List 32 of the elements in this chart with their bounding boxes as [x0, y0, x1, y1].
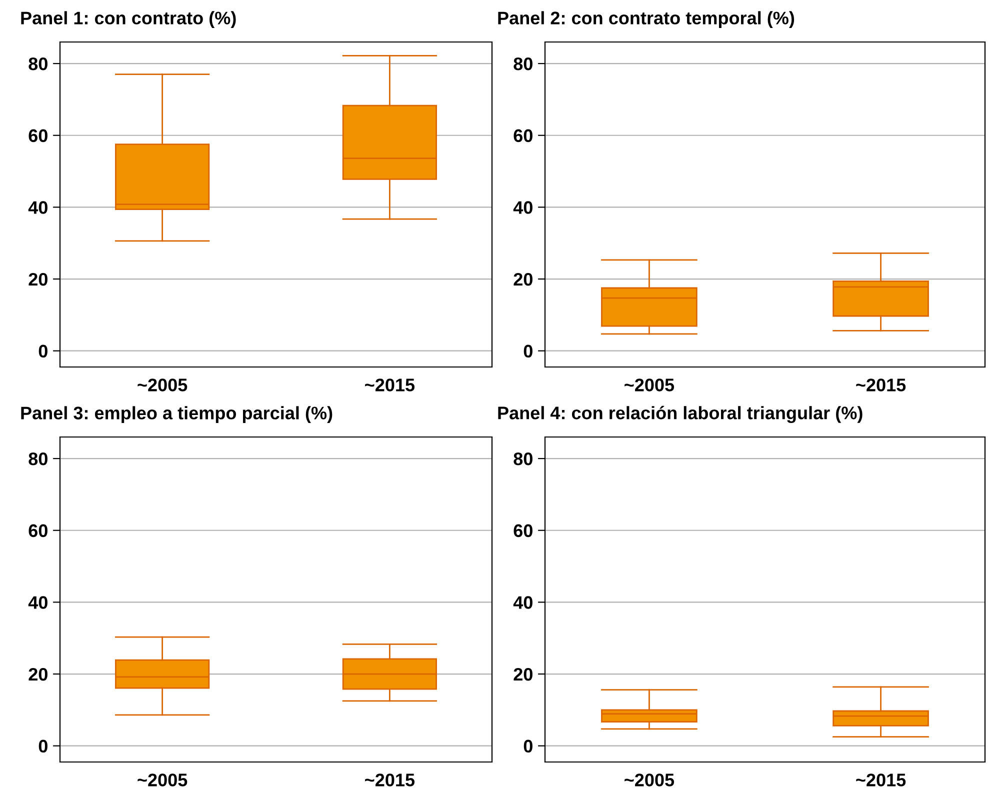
y-tick-label: 40 — [513, 201, 532, 214]
chart-title: Panel 3: empleo a tiempo parcial (%) — [21, 406, 332, 423]
y-tick-label: 80 — [514, 57, 532, 70]
x-tick-label: ~2005 — [624, 378, 674, 392]
y-tick-label: 80 — [28, 452, 48, 466]
y-tick-label: 20 — [28, 272, 48, 286]
y-tick-label: 0 — [524, 344, 532, 358]
y-tick-label: 60 — [514, 524, 532, 538]
y-tick-label: 60 — [28, 524, 48, 538]
x-tick-label: ~2015 — [856, 774, 906, 786]
y-tick-label: 40 — [513, 596, 532, 609]
y-tick-label: 60 — [28, 129, 48, 142]
x-tick-label: ~2015 — [365, 774, 415, 786]
x-tick-label: ~2015 — [856, 378, 906, 392]
y-tick-label: 40 — [28, 596, 48, 609]
y-tick-label: 20 — [28, 668, 48, 681]
chart-title: Panel 2: con contrato temporal (%) — [498, 11, 794, 28]
x-tick-label: ~2005 — [138, 774, 188, 786]
y-tick-label: 0 — [38, 740, 48, 753]
y-tick-label: 60 — [514, 129, 532, 142]
x-tick-label: ~2005 — [138, 378, 188, 392]
chart-title: Panel 1: con contrato (%) — [21, 11, 236, 28]
y-tick-label: 80 — [514, 452, 532, 466]
y-tick-label: 40 — [28, 201, 48, 214]
x-tick-label: ~2015 — [365, 378, 415, 392]
y-tick-label: 20 — [514, 668, 532, 681]
y-tick-label: 80 — [28, 57, 48, 70]
y-tick-label: 0 — [38, 344, 48, 358]
y-tick-label: 20 — [514, 272, 532, 286]
y-tick-label: 0 — [524, 740, 532, 753]
x-tick-label: ~2005 — [624, 774, 674, 786]
chart-title: Panel 4: con relación laboral triangular (%) — [498, 406, 862, 423]
